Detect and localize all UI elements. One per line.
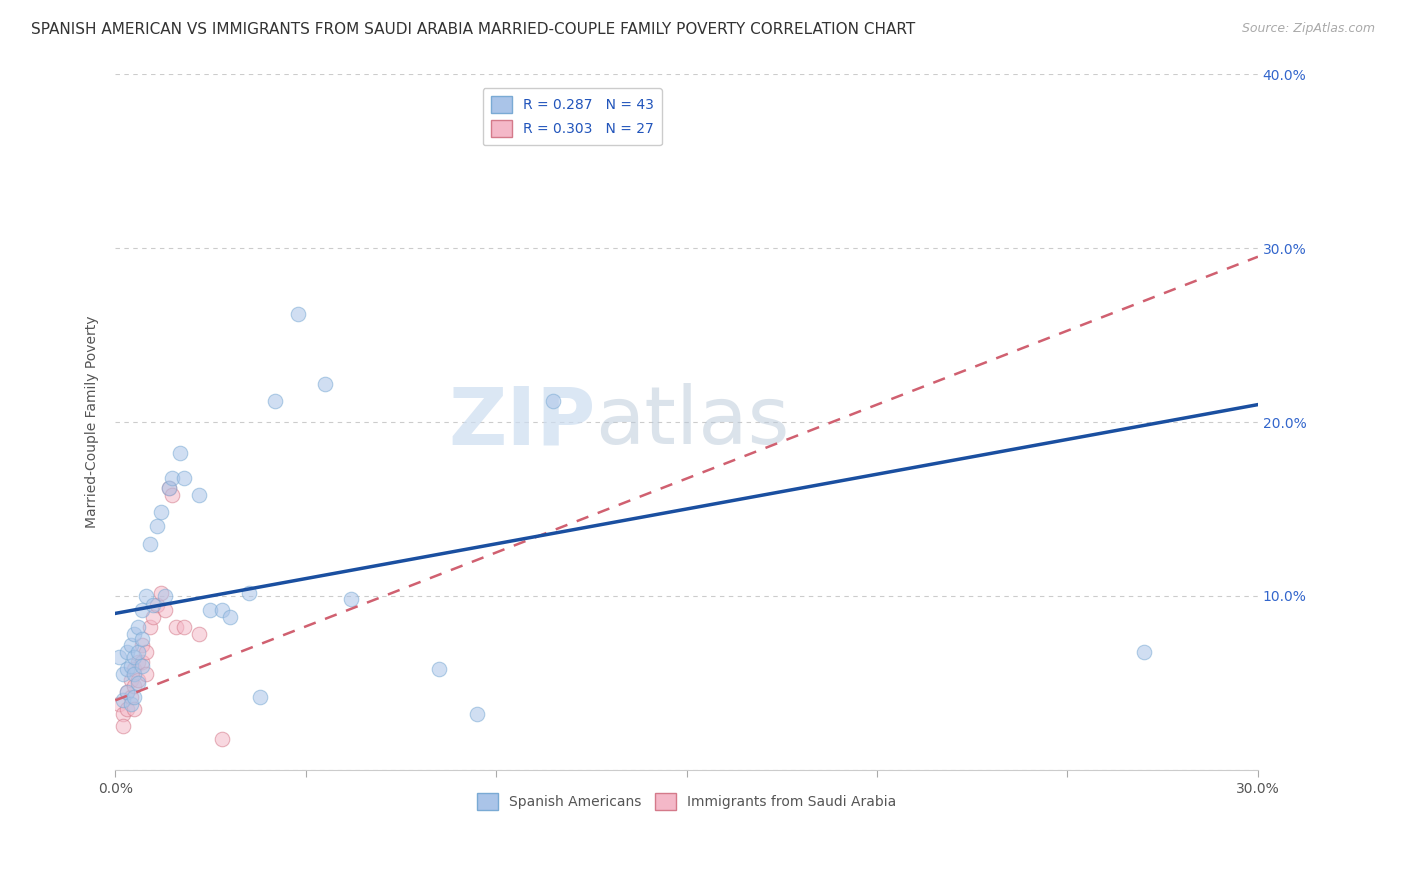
Point (173, 620, 195, 634)
Point (124, 690, 146, 704)
Point (111, 719, 134, 733)
Point (543, 394, 565, 409)
Point (138, 537, 160, 551)
Point (162, 488, 184, 502)
Point (127, 645, 149, 659)
Point (127, 673, 149, 687)
Point (157, 481, 180, 495)
Point (124, 662, 146, 676)
Point (149, 506, 172, 520)
Point (200, 603, 222, 617)
Point (173, 471, 195, 485)
Point (218, 610, 240, 624)
Point (120, 673, 142, 687)
Point (188, 627, 211, 641)
Point (111, 693, 134, 707)
Point (124, 667, 146, 681)
Point (120, 690, 142, 704)
Point (238, 585, 260, 599)
Text: atlas: atlas (595, 383, 790, 461)
Point (127, 676, 149, 690)
Point (157, 481, 180, 495)
Text: SPANISH AMERICAN VS IMMIGRANTS FROM SAUDI ARABIA MARRIED-COUPLE FAMILY POVERTY C: SPANISH AMERICAN VS IMMIGRANTS FROM SAUD… (31, 22, 915, 37)
Point (162, 471, 184, 485)
Point (111, 707, 134, 722)
Point (131, 603, 153, 617)
Point (131, 632, 153, 647)
Point (142, 610, 165, 624)
Point (115, 684, 138, 698)
Point (124, 627, 146, 641)
Point (127, 655, 149, 669)
Point (115, 645, 138, 659)
Point (146, 519, 169, 533)
Point (120, 638, 142, 652)
Point (135, 645, 157, 659)
Point (211, 603, 233, 617)
Point (135, 667, 157, 681)
Point (115, 702, 138, 716)
Point (169, 446, 191, 460)
Point (146, 598, 169, 612)
Text: Source: ZipAtlas.com: Source: ZipAtlas.com (1241, 22, 1375, 36)
Point (135, 589, 157, 603)
Point (1132, 645, 1154, 659)
Point (142, 598, 165, 612)
Point (127, 620, 149, 634)
Legend: Spanish Americans, Immigrants from Saudi Arabia: Spanish Americans, Immigrants from Saudi… (471, 787, 901, 815)
Point (115, 662, 138, 676)
Point (124, 649, 146, 664)
Point (287, 307, 309, 321)
Point (108, 649, 131, 664)
Point (120, 697, 142, 711)
Point (131, 638, 153, 652)
Point (165, 620, 187, 634)
Point (465, 707, 488, 722)
Point (111, 667, 134, 681)
Point (153, 589, 176, 603)
Point (120, 658, 142, 673)
Point (427, 662, 450, 676)
Point (131, 658, 153, 673)
Point (149, 585, 172, 599)
Point (314, 376, 336, 391)
Point (249, 690, 271, 704)
Point (211, 731, 233, 746)
Point (153, 603, 176, 617)
Point (138, 620, 160, 634)
Point (340, 592, 363, 607)
Point (124, 680, 146, 694)
Text: ZIP: ZIP (449, 383, 595, 461)
Point (131, 655, 153, 669)
Point (108, 697, 131, 711)
Point (115, 684, 138, 698)
Point (124, 702, 146, 716)
Point (188, 488, 211, 502)
Y-axis label: Married-Couple Family Poverty: Married-Couple Family Poverty (86, 316, 100, 528)
Point (264, 394, 287, 409)
